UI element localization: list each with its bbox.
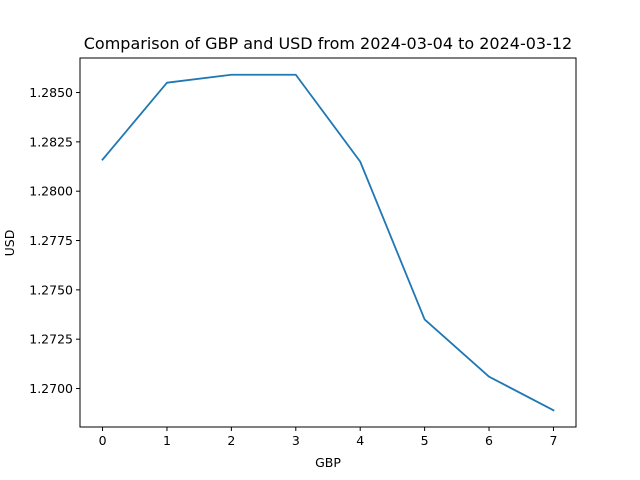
y-tick-label: 1.2700 bbox=[29, 381, 73, 396]
x-tick-label: 6 bbox=[485, 433, 493, 448]
y-axis-label: USD bbox=[2, 230, 17, 257]
y-tick-label: 1.2750 bbox=[29, 282, 73, 297]
y-axis: 1.2700 1.2725 1.2750 1.2775 1.2800 1.2825 1.28… bbox=[29, 85, 80, 396]
y-tick-label: 1.2825 bbox=[29, 134, 73, 149]
y-tick-label: 1.2850 bbox=[29, 85, 73, 100]
plot-area bbox=[101, 73, 555, 412]
x-tick-label: 4 bbox=[356, 433, 364, 448]
x-tick-label: 1 bbox=[163, 433, 171, 448]
x-axis: 0 1 2 3 4 5 6 7 bbox=[99, 427, 557, 448]
x-tick-label: 2 bbox=[227, 433, 235, 448]
x-tick-label: 5 bbox=[421, 433, 429, 448]
x-tick-label: 3 bbox=[292, 433, 300, 448]
y-tick-label: 1.2800 bbox=[29, 184, 73, 199]
chart-title: Comparison of GBP and USD from 2024-03-0… bbox=[84, 34, 572, 53]
y-tick-label: 1.2725 bbox=[29, 332, 73, 347]
x-axis-label: GBP bbox=[315, 455, 341, 470]
series-line bbox=[101, 73, 555, 412]
y-tick-label: 1.2775 bbox=[29, 233, 73, 248]
x-tick-label: 7 bbox=[549, 433, 557, 448]
plot-frame bbox=[79, 57, 577, 428]
x-tick-label: 0 bbox=[99, 433, 107, 448]
